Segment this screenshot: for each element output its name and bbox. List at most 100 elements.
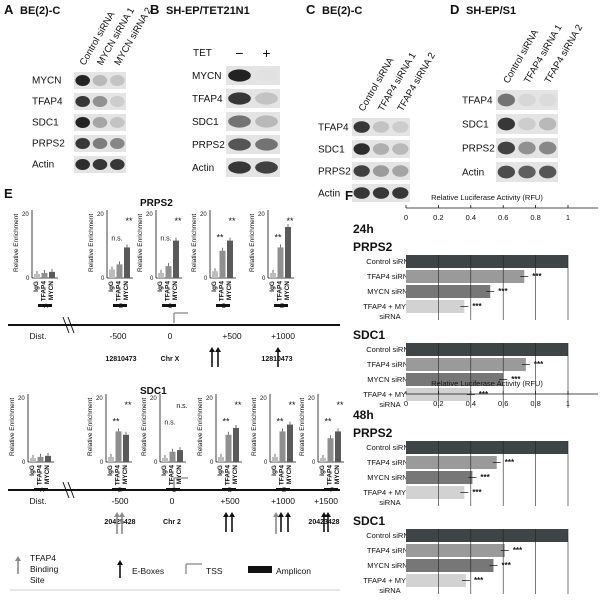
sdc1-c-xcat: TFAP4 [169,465,176,486]
panel-f-tick-label: 0.4 [466,213,476,222]
sdc1-b-ytick-top: 20 [96,396,103,402]
sdc1-ebox-head [285,512,291,517]
panel-c-letter: C [306,2,316,17]
prps2-axis-label: 0 [168,331,173,341]
panel-c-blot-tfap4 [352,118,410,136]
prps2-ebox-head [215,347,221,352]
prps2-c-sig-mycn: ** [174,216,182,226]
prps2-axis-label: Dist. [30,331,47,341]
prps2-b-ylabel: Relative Enrichment [88,214,95,272]
prps2-a-ylabel: Relative Enrichment [13,214,20,272]
sdc1-f-xcat: IgG [319,465,326,476]
panel-f-gene-label: PRPS2 [353,426,393,440]
prps2-c-ylabel: Relative Enrichment [137,214,144,272]
panel-b-lane-label: + [262,45,270,61]
sdc1-c-xcat: IgG [161,465,168,476]
panel-f-sig: *** [501,561,511,570]
prps2-c-sig-tfap4: n.s. [160,236,171,243]
prps2-d-bar-mycn [227,240,233,278]
prps2-c-bar-tfap4 [165,266,172,278]
sdc1-d-bar-tfap4 [225,434,232,462]
sdc1-axis-break [67,481,75,499]
blot-band [110,96,125,107]
panel-f-row-label: siRNA [379,498,400,507]
panel-f-row-label: MYCN siRNA [367,287,412,296]
panel-d-blot-label: Actin [462,168,484,179]
blot-band [392,165,409,177]
panel-a-blot-label: SDC1 [32,118,59,129]
blot-band [75,138,90,149]
panel-b-letter: B [150,2,159,17]
sdc1-a-xcat: TFAP4 [37,465,44,486]
sdc1-axis-label: +500 [220,496,239,506]
panel-f-xlabel: Relative Luciferase Activity (RFU) [431,193,543,202]
sdc1-d-xcat: IgG [217,465,224,476]
panel-b-blot-label: MYCN [192,71,221,82]
panel-d-blot-prps2 [496,138,558,158]
panel-f-row-label: Control siRNA [366,531,414,540]
panel-f-row-label: TFAP4 + MYCN [363,576,417,585]
prps2-d-ylabel: Relative Enrichment [191,214,198,272]
sdc1-b-bar-mycn [123,434,129,462]
sdc1-b-sig-tfap4: ** [112,417,120,427]
prps2-e-sig-mycn: ** [286,216,294,226]
legend-tfap4-label: TFAP4 [30,553,56,563]
blot-band [372,143,390,155]
legend-tfap4-label: Binding [30,564,59,574]
panel-f-row-label: Control siRNA [366,443,414,452]
sdc1-e-bar-mycn [287,424,293,462]
blot-band [75,117,90,128]
panel-f-sig: *** [505,458,515,467]
prps2-b-ytick-top: 20 [97,212,104,218]
panel-f-sig: *** [511,375,521,384]
panel-a-cell-line: BE(2)-C [20,5,60,17]
prps2-d-sig-tfap4: ** [216,233,224,243]
panel-f-gene-label: SDC1 [353,514,385,528]
prps2-b-sig-mycn: ** [125,216,133,226]
sdc1-d-xcat: MYCN [232,465,239,484]
panel-f-bar [406,441,568,454]
sdc1-a-ylabel: Relative Enrichment [9,398,16,456]
prps2-ebox-head [209,347,215,352]
panel-f-sig: *** [534,360,544,369]
blot-band [75,96,90,107]
panel-d-blot-sdc1 [496,114,558,134]
prps2-axis-label: +1000 [271,331,295,341]
prps2-e-ytick-top: 20 [258,212,265,218]
panel-f-bar [406,285,491,298]
sdc1-e-xcat: IgG [271,465,278,476]
panel-e-prps2-title: PRPS2 [140,198,173,209]
legend-tfap4-site-arrow-head [15,556,21,561]
panel-c-blot-label: SDC1 [318,144,345,155]
sdc1-e-sig-mycn: ** [288,400,296,410]
prps2-e-amplicon [274,304,288,307]
sdc1-b-sig-mycn: ** [124,400,132,410]
sdc1-tfap4-site-head [273,512,279,517]
blot-band [110,159,125,170]
prps2-a-bar-mycn [49,271,55,278]
panel-b-blot-label: TFAP4 [192,94,223,105]
prps2-a-bar-igg [34,273,40,278]
prps2-a-ytick-top: 20 [22,212,29,218]
panel-f-sig: *** [513,546,523,555]
panel-f-bar [406,300,465,313]
panel-a-blot-prps2 [74,135,126,152]
panel-a-blot-label: PRPS2 [32,139,65,150]
blot-band [228,92,251,105]
sdc1-axis-label: +1500 [314,496,338,506]
panel-f-tick-label: 0.8 [530,213,540,222]
blot-band [75,159,90,170]
panel-d-cell-line: SH-EP/S1 [466,5,516,17]
prps2-a-amplicon [38,304,52,307]
blot-band [538,93,557,107]
prps2-e-ytick-bottom: 0 [262,276,266,282]
prps2-ebox-head [275,347,281,352]
prps2-c-enrichment-chart: 20 0 Relative Enrichment IgG TFAP4 MYCN n.s. **… [137,210,182,310]
blot-band [538,141,557,155]
blot-band [372,187,390,199]
panel-b-blot-sdc1 [226,112,280,131]
sdc1-d-xcat: TFAP4 [225,465,232,486]
panel-f-gene-label: PRPS2 [353,240,393,254]
